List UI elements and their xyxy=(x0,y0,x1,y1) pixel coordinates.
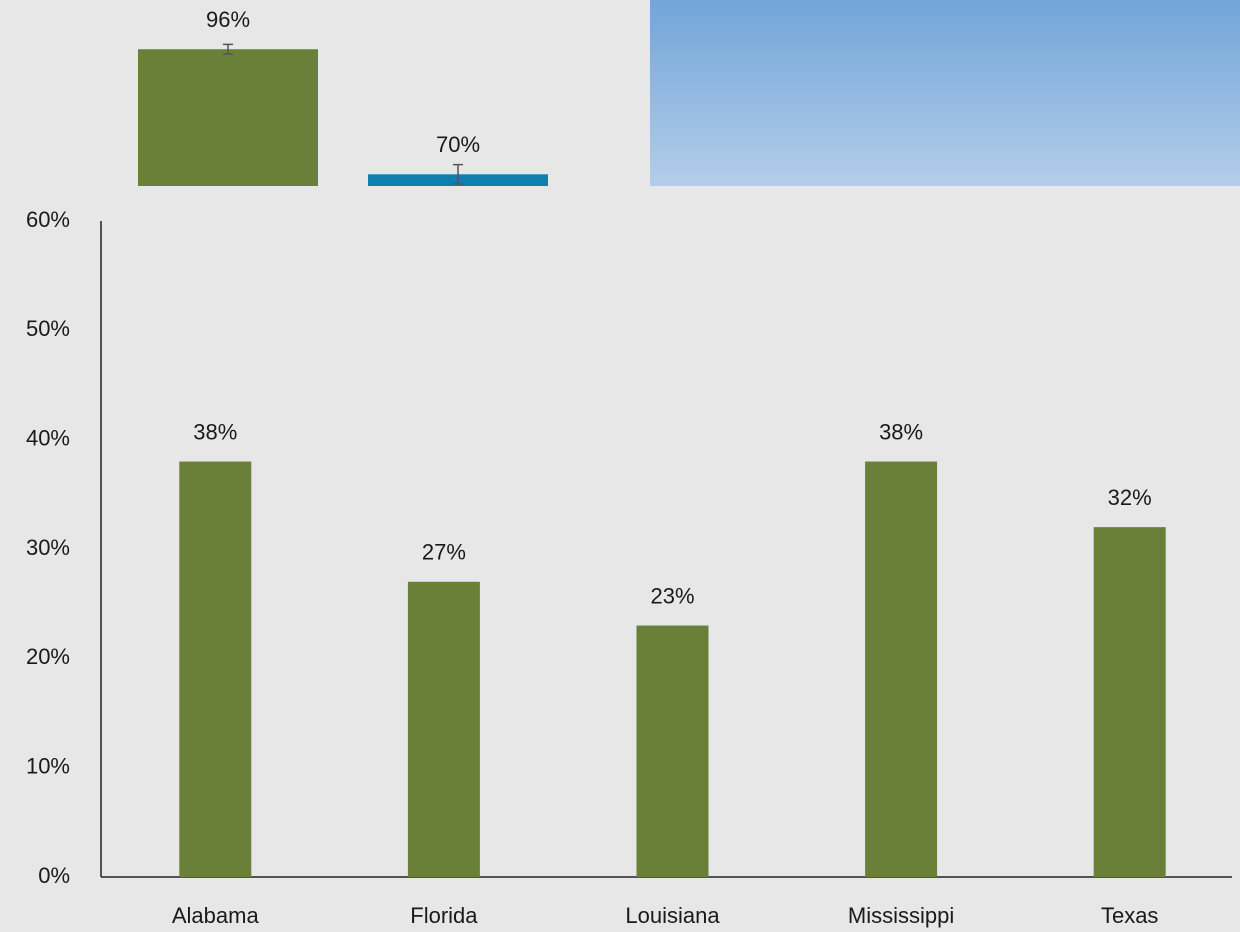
y-tick-label: 40% xyxy=(26,425,70,450)
data-label: 27% xyxy=(422,540,466,565)
bar xyxy=(179,461,252,877)
data-label: 23% xyxy=(650,583,694,608)
y-tick-label: 20% xyxy=(26,644,70,669)
bar xyxy=(1093,527,1166,877)
y-tick-label: 0% xyxy=(38,863,70,888)
x-tick-label: Mississippi xyxy=(848,903,954,928)
data-label: 38% xyxy=(879,419,923,444)
bar xyxy=(865,461,938,877)
data-label: 38% xyxy=(193,419,237,444)
bar xyxy=(407,581,480,877)
sky-image xyxy=(650,0,1240,186)
y-tick-label: 50% xyxy=(26,316,70,341)
error-bar xyxy=(223,43,233,55)
bar xyxy=(368,174,548,186)
y-tick-label: 30% xyxy=(26,535,70,560)
x-tick-label: Alabama xyxy=(172,903,260,928)
data-label: 96% xyxy=(206,7,250,32)
y-tick-label: 60% xyxy=(26,207,70,232)
x-tick-label: Florida xyxy=(410,903,478,928)
x-tick-label: Louisiana xyxy=(625,903,720,928)
error-bar xyxy=(453,163,463,185)
top-chart: 96% 70% xyxy=(138,7,548,186)
bar xyxy=(636,625,709,877)
x-tick-label: Texas xyxy=(1101,903,1158,928)
y-tick-label: 10% xyxy=(26,753,70,778)
main-chart: 0% 10% 20% 30% 40% 50% 60% 38% Alabama 27% Florida… xyxy=(26,207,1232,928)
bar xyxy=(138,49,318,186)
data-label: 70% xyxy=(436,132,480,157)
data-label: 32% xyxy=(1108,485,1152,510)
